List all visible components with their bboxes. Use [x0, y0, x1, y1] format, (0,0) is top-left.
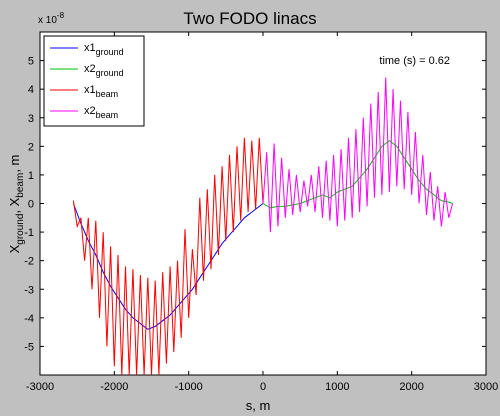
y-tick-label: -3 [24, 284, 34, 296]
legend-label: x2beam [84, 105, 118, 120]
series-x1-beam [72, 137, 264, 375]
x-tick-label: 0 [260, 381, 266, 393]
axis-ticks: -3000 -2000 -1000 0 1000 2000 3000 -5 -4 -3 -2 -1 0 1… [24, 32, 498, 393]
x-axis-label: s, m [246, 398, 271, 413]
y-tick-label: -1 [24, 227, 34, 239]
y-tick-label: 3 [28, 113, 34, 125]
y-tick-label: -4 [24, 313, 34, 325]
y-tick-label: 2 [28, 141, 34, 153]
x-tick-label: -1000 [175, 381, 203, 393]
y-label-ground: ground [15, 214, 26, 245]
svg-text:Xground, Xbeam, m: Xground, Xbeam, m [7, 155, 26, 254]
x-tick-label: 3000 [474, 381, 498, 393]
y-label-beam: beam [15, 173, 26, 198]
x-tick-label: 1000 [325, 381, 349, 393]
x-tick-label: -3000 [26, 381, 54, 393]
series-x2-beam [262, 77, 454, 233]
series-x2-ground [262, 139, 453, 209]
y-tick-label: -5 [24, 341, 34, 353]
legend-label: x1ground [84, 42, 124, 57]
series-lines [72, 77, 454, 375]
svg-text:x 10-8: x 10-8 [38, 11, 65, 26]
y-tick-label: 0 [28, 199, 34, 211]
exponent-power: -8 [57, 11, 65, 20]
chart-title: Two FODO linacs [183, 9, 316, 28]
legend-label: x2ground [84, 63, 124, 78]
y-label-unit: , m [7, 155, 22, 173]
y-tick-label: 1 [28, 170, 34, 182]
legend-label: x1beam [84, 84, 118, 99]
y-label-x: X [7, 244, 22, 253]
y-axis-label: Xground, Xbeam, m [7, 155, 26, 254]
y-label-sep: , X [7, 197, 22, 213]
y-tick-label: 5 [28, 56, 34, 68]
legend: x1ground x2ground x1beam x2beam [43, 35, 145, 127]
x-tick-label: 2000 [399, 381, 423, 393]
y-tick-label: -2 [24, 256, 34, 268]
exponent-label: x 10-8 [38, 11, 65, 26]
y-tick-label: 4 [28, 84, 34, 96]
exponent-base: x 10 [38, 15, 57, 26]
time-annotation: time (s) = 0.62 [379, 55, 450, 67]
series-x1-ground [72, 203, 264, 330]
x-tick-label: -2000 [100, 381, 128, 393]
